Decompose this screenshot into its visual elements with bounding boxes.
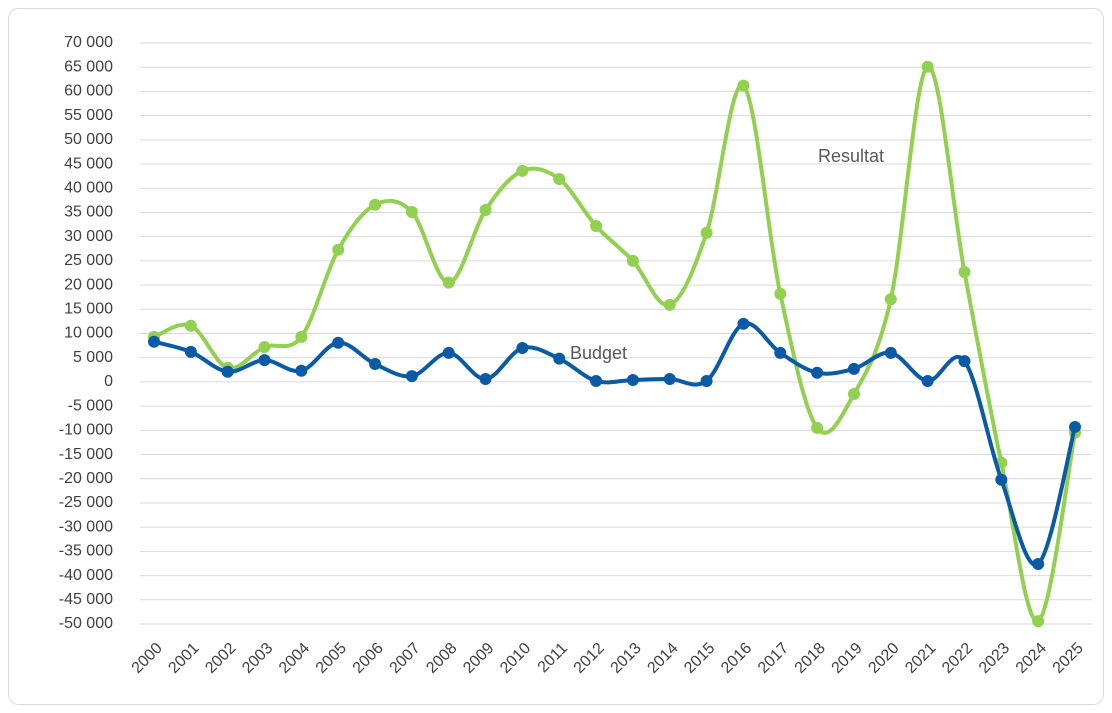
y-tick-label: 50 000 bbox=[64, 131, 113, 148]
marker bbox=[700, 374, 713, 387]
marker bbox=[1032, 557, 1045, 570]
marker bbox=[590, 220, 603, 233]
lines bbox=[148, 60, 1081, 628]
marker bbox=[516, 164, 529, 177]
marker bbox=[663, 298, 676, 311]
marker bbox=[1069, 420, 1081, 433]
marker bbox=[479, 204, 492, 217]
y-tick-label: -5 000 bbox=[68, 397, 113, 414]
marker bbox=[884, 293, 897, 306]
marker bbox=[663, 373, 676, 386]
marker bbox=[626, 254, 639, 267]
y-tick-label: 70 000 bbox=[64, 34, 113, 51]
marker bbox=[921, 374, 934, 387]
series-label: Resultat bbox=[818, 146, 884, 166]
marker bbox=[995, 473, 1008, 486]
marker bbox=[442, 346, 455, 359]
y-tick-label: -45 000 bbox=[59, 591, 113, 608]
y-tick-label: 25 000 bbox=[64, 252, 113, 269]
marker bbox=[332, 336, 345, 349]
y-tick-label: 10 000 bbox=[64, 325, 113, 342]
marker bbox=[369, 358, 382, 371]
y-tick-label: -30 000 bbox=[59, 518, 113, 535]
marker bbox=[184, 319, 197, 332]
marker bbox=[479, 373, 492, 386]
marker bbox=[221, 365, 234, 378]
y-tick-label: -15 000 bbox=[59, 446, 113, 463]
marker bbox=[1032, 615, 1045, 628]
marker bbox=[626, 373, 639, 386]
y-tick-label: 0 bbox=[104, 373, 113, 390]
series-label: Budget bbox=[570, 343, 627, 363]
y-tick-label: -10 000 bbox=[59, 422, 113, 439]
marker bbox=[811, 366, 824, 379]
y-tick-label: -40 000 bbox=[59, 567, 113, 584]
marker bbox=[811, 421, 824, 434]
y-tick-label: 40 000 bbox=[64, 179, 113, 196]
marker bbox=[258, 354, 271, 367]
marker bbox=[553, 173, 566, 186]
marker bbox=[295, 330, 308, 343]
marker bbox=[553, 352, 566, 365]
y-tick-label: 35 000 bbox=[64, 204, 113, 221]
y-tick-label: -50 000 bbox=[59, 615, 113, 632]
marker bbox=[958, 266, 971, 279]
marker bbox=[958, 355, 971, 368]
marker bbox=[516, 342, 529, 355]
marker bbox=[774, 346, 787, 359]
marker bbox=[258, 341, 271, 354]
y-tick-label: 5 000 bbox=[73, 349, 113, 366]
marker bbox=[921, 60, 934, 73]
marker bbox=[148, 335, 160, 348]
marker bbox=[737, 317, 750, 330]
y-tick-label: 45 000 bbox=[64, 155, 113, 172]
marker bbox=[774, 287, 787, 300]
marker bbox=[847, 388, 860, 401]
y-tick-label: 30 000 bbox=[64, 228, 113, 245]
y-tick-label: 65 000 bbox=[64, 58, 113, 75]
marker bbox=[700, 226, 713, 239]
y-tick-label: 55 000 bbox=[64, 107, 113, 124]
marker bbox=[847, 362, 860, 375]
marker bbox=[184, 345, 197, 358]
marker bbox=[590, 374, 603, 387]
y-tick-label: -35 000 bbox=[59, 543, 113, 560]
marker bbox=[295, 364, 308, 377]
y-tick-label: 15 000 bbox=[64, 301, 113, 318]
marker bbox=[884, 346, 897, 359]
marker bbox=[405, 370, 418, 383]
marker bbox=[405, 205, 418, 218]
y-tick-label: -25 000 bbox=[59, 494, 113, 511]
y-tick-label: 60 000 bbox=[64, 83, 113, 100]
marker bbox=[369, 198, 382, 211]
y-tick-label: -20 000 bbox=[59, 470, 113, 487]
y-tick-label: 20 000 bbox=[64, 276, 113, 293]
marker bbox=[737, 79, 750, 92]
marker bbox=[442, 276, 455, 289]
marker bbox=[332, 243, 345, 256]
